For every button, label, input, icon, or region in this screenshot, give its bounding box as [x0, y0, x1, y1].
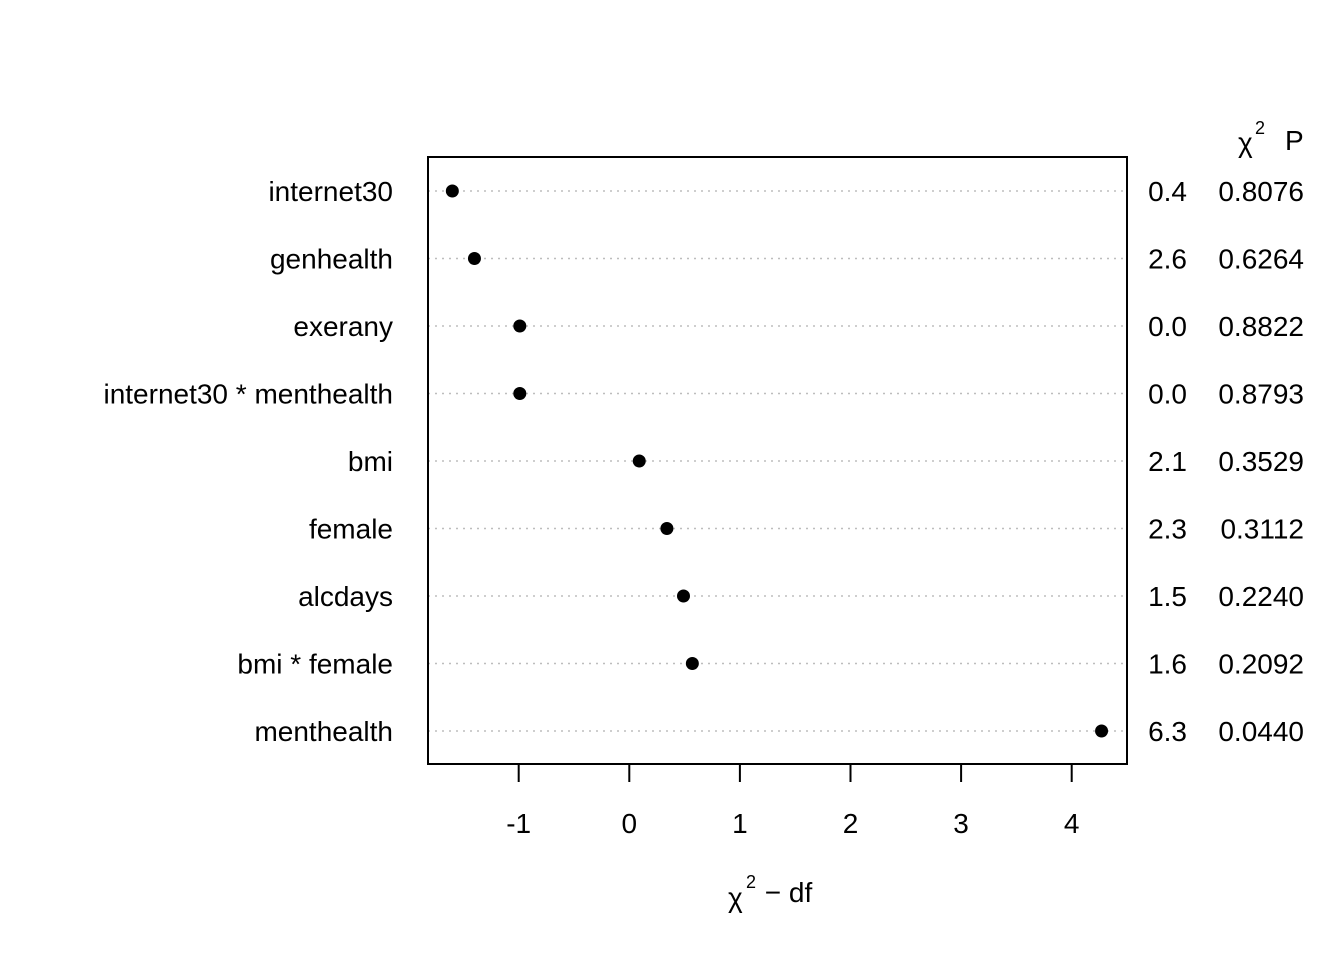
row-label: exerany	[293, 311, 393, 342]
chi2-value: 1.5	[1148, 581, 1187, 612]
chi2-value: 1.6	[1148, 649, 1187, 680]
x-tick-label: 1	[732, 808, 748, 839]
row-label: internet30	[268, 176, 393, 207]
x-tick-label: 3	[953, 808, 969, 839]
p-value: 0.8822	[1218, 311, 1304, 342]
p-value: 0.2240	[1218, 581, 1304, 612]
p-value: 0.0440	[1218, 716, 1304, 747]
x-tick-label: 4	[1064, 808, 1080, 839]
x-tick-label: 2	[843, 808, 859, 839]
x-tick-label: 0	[622, 808, 638, 839]
data-point	[513, 319, 527, 333]
row-label: bmi	[348, 446, 393, 477]
p-value: 0.2092	[1218, 649, 1304, 680]
row-label: menthealth	[254, 716, 393, 747]
data-point	[660, 522, 674, 535]
grid-lines	[428, 190, 1127, 732]
data-point	[445, 184, 459, 198]
data-point	[632, 454, 646, 468]
chi2-value: 0.0	[1148, 379, 1187, 410]
row-label: bmi * female	[237, 649, 393, 680]
chi2-value: 0.0	[1148, 311, 1187, 342]
data-points	[445, 184, 1109, 738]
row-labels: internet30 genhealth exerany internet30 * m…	[103, 176, 393, 747]
data-point	[513, 387, 527, 400]
x-tick-label: -1	[506, 808, 531, 839]
data-point	[676, 589, 690, 603]
p-value: 0.6264	[1218, 244, 1304, 275]
p-value: 0.3529	[1218, 446, 1304, 477]
right-stat-columns: 0.4 0.8076 2.6 0.6264 0.0 0.8822 0.0 0.8793 2.1 0…	[1148, 176, 1304, 747]
x-axis: -1 0 1 2 3 4	[506, 764, 1079, 839]
x-axis-label-chi: χ	[728, 882, 743, 913]
chi2-value: 2.1	[1148, 446, 1187, 477]
p-value: 0.8076	[1218, 176, 1304, 207]
p-value: 0.8793	[1218, 379, 1304, 410]
row-label: female	[309, 514, 393, 545]
x-axis-label-rest: − df	[757, 877, 812, 908]
x-axis-label-superscript: 2	[746, 872, 756, 892]
right-header-p: P	[1285, 125, 1304, 156]
chi2-value: 0.4	[1148, 176, 1187, 207]
row-label: genhealth	[270, 244, 393, 275]
row-label: internet30 * menthealth	[103, 379, 393, 410]
chi2-value: 6.3	[1148, 716, 1187, 747]
right-header-chi2: χ	[1238, 127, 1253, 158]
plot-frame	[427, 156, 1128, 765]
data-point	[467, 252, 481, 265]
data-point	[685, 657, 699, 670]
row-label: alcdays	[298, 581, 393, 612]
right-header-chi2-superscript: 2	[1255, 118, 1265, 138]
chi2-value: 2.3	[1148, 514, 1187, 545]
data-point	[1095, 724, 1109, 738]
chi2-value: 2.6	[1148, 244, 1187, 275]
p-value: 0.3112	[1220, 514, 1304, 545]
